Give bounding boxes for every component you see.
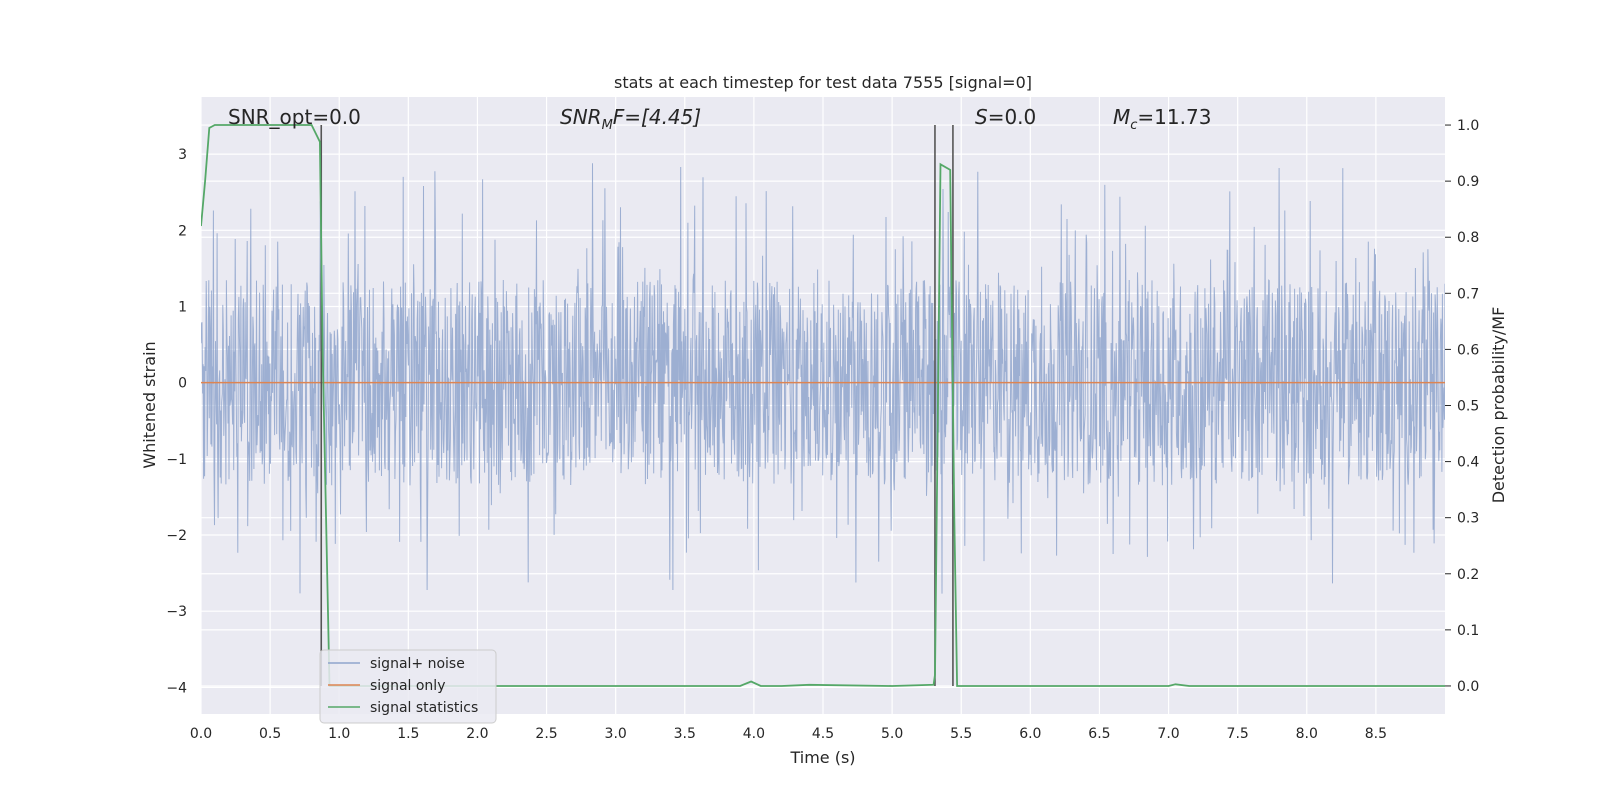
x-tick-label: 6.5	[1088, 726, 1110, 742]
y-right-tick-label: 0.2	[1457, 567, 1479, 583]
signal-statistics-line	[201, 124, 1445, 687]
annotation-snr-mf-main: SNR	[560, 105, 602, 129]
x-tick-label: 4.5	[812, 726, 834, 742]
x-tick-label: 7.0	[1157, 726, 1179, 742]
legend-label-signal-only: signal only	[370, 678, 445, 694]
y-right-tick-label: 0.4	[1457, 455, 1479, 471]
y-axis-label: Whitened strain	[140, 341, 159, 468]
x-ticks: 0.0 0.5 1.0 1.5 2.0 2.5 3.0 3.5 4.0 4.5 5.0 5.5 6.0 6…	[190, 726, 1387, 742]
annotation-snr-opt: SNR_opt=0.0	[228, 105, 361, 129]
annotation-mc-main: M	[1113, 105, 1130, 129]
y-right-tick-label: 0.0	[1457, 679, 1479, 695]
x-tick-label: 5.5	[950, 726, 972, 742]
y-right-tick-label: 0.9	[1457, 174, 1479, 190]
y-tick-label: 3	[178, 147, 187, 163]
legend-label-signal-statistics: signal statistics	[370, 700, 478, 716]
annotation-snr-mf: SNRMF=[4.45]	[560, 105, 701, 133]
x-tick-label: 1.5	[397, 726, 419, 742]
y-right-axis-label: Detection probability/MF	[1489, 307, 1508, 504]
y-tick-label: 0	[178, 376, 187, 392]
y-right-tick-label: 0.8	[1457, 230, 1479, 246]
annotation-s-main: S	[975, 105, 988, 129]
x-tick-label: 2.5	[535, 726, 557, 742]
y-tick-label: 2	[178, 223, 187, 239]
y-right-tick-label: 0.3	[1457, 511, 1479, 527]
annotation-s: S=0.0	[975, 105, 1036, 129]
y-right-tick-label: 0.1	[1457, 623, 1479, 639]
y-tick-label: 1	[178, 299, 187, 315]
x-tick-label: 6.0	[1019, 726, 1041, 742]
annotation-mc: Mc=11.73	[1113, 105, 1211, 133]
legend: signal+ noise signal only signal statist…	[319, 649, 497, 724]
series-signal-noise	[201, 163, 1445, 594]
x-tick-label: 8.0	[1296, 726, 1318, 742]
x-tick-label: 4.0	[743, 726, 765, 742]
y-right-tick-label: 0.6	[1457, 342, 1479, 358]
y-tick-label: −4	[166, 680, 187, 696]
annotation-mc-sub: c	[1130, 118, 1137, 133]
x-tick-label: 1.0	[328, 726, 350, 742]
legend-label-signal-noise: signal+ noise	[370, 656, 465, 672]
x-tick-label: 7.5	[1227, 726, 1249, 742]
y-tick-label: −2	[166, 528, 187, 544]
annotation-s-tail: =0.0	[988, 105, 1037, 129]
annotation-snr-mf-tail: F=[4.45]	[613, 105, 701, 129]
legend-box	[319, 649, 497, 724]
x-tick-label: 2.0	[466, 726, 488, 742]
y-right-ticks: 1.0 0.9 0.8 0.7 0.6 0.5 0.4 0.3 0.2 0.1 0.0	[1445, 118, 1479, 695]
series-signal-statistics	[201, 124, 1445, 687]
y-tick-label: −1	[166, 452, 187, 468]
x-axis-label: Time (s)	[789, 748, 855, 767]
x-tick-label: 8.5	[1365, 726, 1387, 742]
y-ticks: 3 2 1 0 −1 −2 −3 −4	[166, 147, 187, 696]
y-right-tick-label: 0.5	[1457, 399, 1479, 415]
x-tick-label: 0.0	[190, 726, 212, 742]
signal-noise-line	[201, 163, 1445, 594]
chart-title: stats at each timestep for test data 755…	[614, 73, 1032, 92]
x-tick-label: 3.5	[674, 726, 696, 742]
y-tick-label: −3	[166, 604, 187, 620]
x-tick-label: 3.0	[605, 726, 627, 742]
annotation-snr-mf-sub: M	[602, 118, 613, 133]
annotation-mc-tail: =11.73	[1137, 105, 1211, 129]
y-right-tick-label: 0.7	[1457, 286, 1479, 302]
y-right-tick-label: 1.0	[1457, 118, 1479, 134]
x-tick-label: 5.0	[881, 726, 903, 742]
x-tick-label: 0.5	[259, 726, 281, 742]
